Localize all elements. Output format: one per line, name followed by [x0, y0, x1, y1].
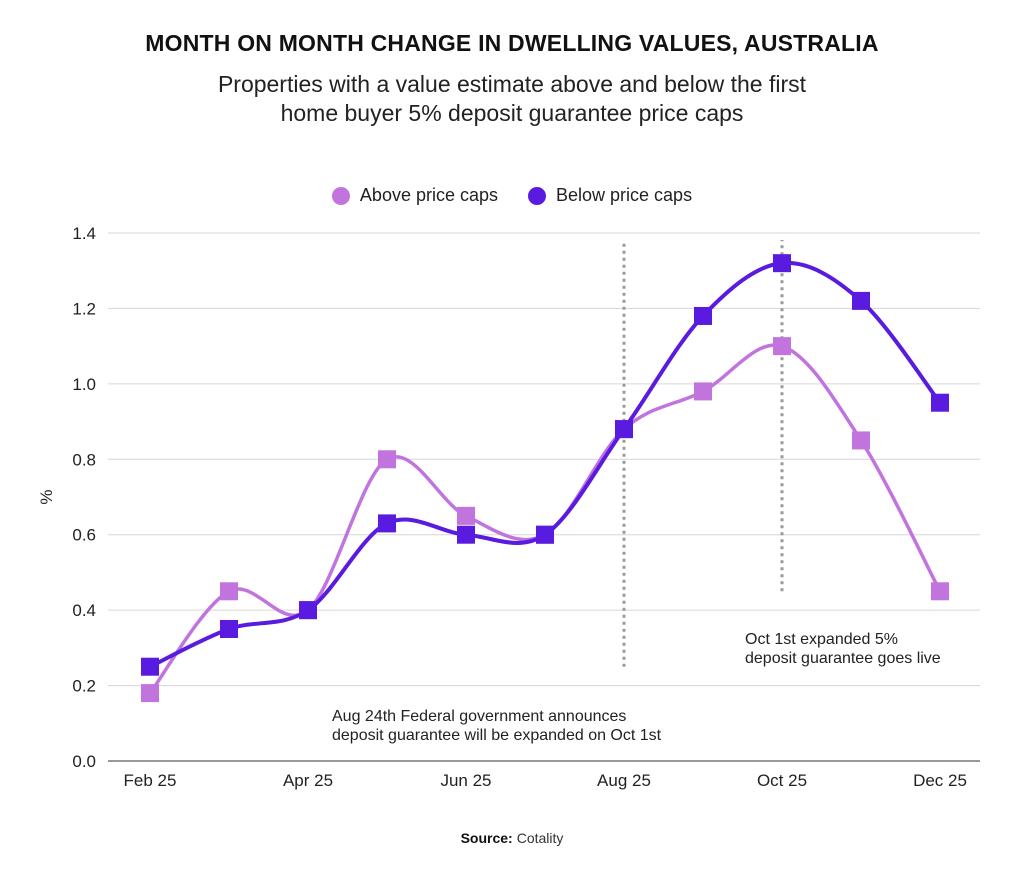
annotation-line: deposit guarantee will be expanded on Oc… — [332, 727, 662, 744]
x-tick-label: Aug 25 — [597, 771, 651, 790]
y-tick-label: 1.4 — [72, 224, 96, 243]
x-tick-label: Feb 25 — [124, 771, 177, 790]
legend-dot-icon-below — [528, 186, 546, 205]
data-point-marker — [141, 684, 159, 703]
x-tick-label: Jun 25 — [440, 771, 491, 790]
source-label: Source: — [460, 830, 513, 846]
gridlines — [108, 232, 980, 762]
legend-item-below[interactable]: Below price caps — [528, 185, 692, 206]
legend-item-above[interactable]: Above price caps — [331, 185, 498, 206]
series-group — [141, 254, 949, 703]
annotation-line: Aug 24th Federal government announces — [332, 708, 626, 725]
annotation-line: Oct 1st expanded 5% — [745, 631, 898, 648]
chart-subtitle: Properties with a value estimate above a… — [0, 70, 1024, 128]
data-point-marker — [773, 337, 791, 356]
data-point-marker — [378, 514, 396, 533]
annotations: Aug 24th Federal government announces dep… — [332, 631, 941, 744]
data-point-marker — [457, 525, 475, 544]
data-point-marker — [457, 506, 475, 525]
y-tick-label: 0.0 — [72, 752, 96, 771]
data-point-marker — [931, 582, 949, 601]
x-tick-label: Oct 25 — [757, 771, 807, 790]
data-point-marker — [220, 582, 238, 601]
data-point-marker — [852, 431, 870, 450]
source-line: Source: Cotality — [0, 830, 1024, 846]
annotation: Aug 24th Federal government announces dep… — [332, 708, 662, 744]
series-line — [149, 260, 942, 669]
reference-lines — [622, 240, 784, 667]
data-point-marker — [615, 420, 633, 439]
series-below — [141, 254, 949, 676]
y-tick-label: 0.4 — [72, 601, 96, 620]
chart-title: MONTH ON MONTH CHANGE IN DWELLING VALUES… — [145, 30, 879, 56]
data-point-marker — [694, 306, 712, 325]
legend-label-above: Above price caps — [359, 185, 498, 205]
y-tick-label: 0.2 — [72, 677, 96, 696]
data-point-marker — [852, 291, 870, 310]
data-point-marker — [220, 620, 238, 638]
data-point-marker — [141, 657, 159, 676]
x-tick-label: Apr 25 — [283, 771, 333, 790]
data-point-marker — [931, 393, 949, 412]
data-point-marker — [299, 601, 317, 620]
annotation: Oct 1st expanded 5% deposit guarantee goe… — [745, 631, 941, 667]
source-value: Cotality — [516, 830, 564, 846]
legend: Above price caps Below price caps — [0, 185, 1024, 206]
y-axis: 0.0 0.2 0.4 0.6 0.8 1.0 1.2 1.4 — [72, 224, 96, 771]
y-tick-label: 0.8 — [72, 450, 96, 469]
data-point-marker — [773, 254, 791, 273]
legend-label-below: Below price caps — [556, 185, 693, 205]
x-tick-label: Dec 25 — [913, 771, 967, 790]
subtitle-line-2: home buyer 5% deposit guarantee price ca… — [280, 100, 744, 126]
data-point-marker — [378, 450, 396, 469]
x-axis: Feb 25 Apr 25 Jun 25 Aug 25 Oct 25 Dec 25 — [124, 771, 967, 790]
y-axis-label: % — [37, 489, 56, 504]
y-tick-label: 1.2 — [72, 299, 96, 318]
data-point-marker — [694, 382, 712, 401]
subtitle-line-1: Properties with a value estimate above a… — [217, 71, 807, 97]
y-tick-label: 0.6 — [72, 526, 96, 545]
data-point-marker — [536, 525, 554, 544]
annotation-line: deposit guarantee goes live — [745, 650, 941, 667]
legend-dot-icon-above — [331, 186, 350, 205]
y-tick-label: 1.0 — [72, 375, 96, 394]
